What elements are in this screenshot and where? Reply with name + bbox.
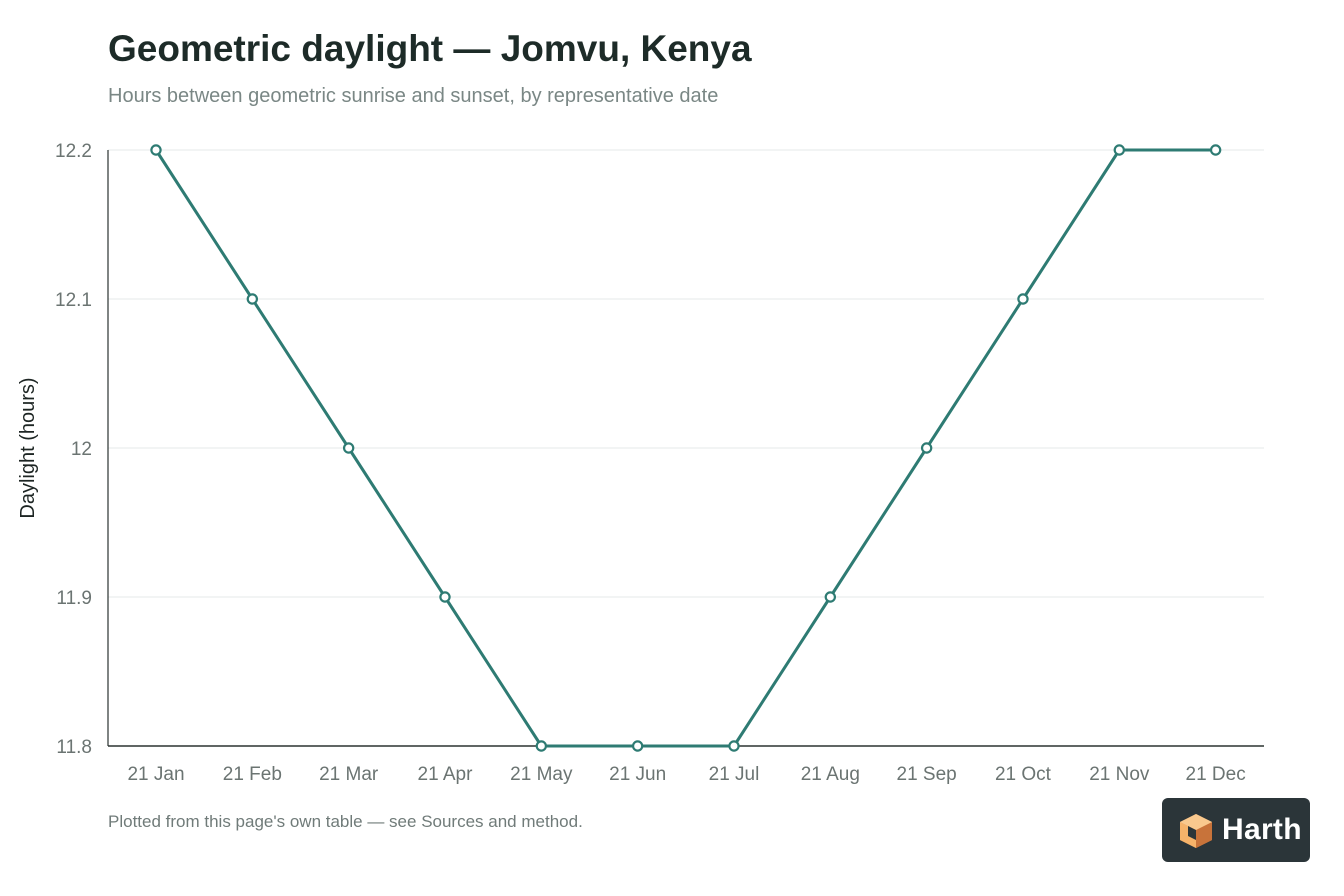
x-tick-labels: 21 Jan 21 Feb 21 Mar 21 Apr 21 May 21 Jun 21 J… bbox=[127, 764, 1245, 785]
data-point bbox=[920, 442, 933, 454]
x-tick-label: 21 Aug bbox=[801, 764, 860, 785]
x-tick-label: 21 Oct bbox=[995, 764, 1052, 785]
chart-title: Geometric daylight — Jomvu, Kenya bbox=[108, 28, 752, 69]
y-tick-label: 12 bbox=[71, 439, 92, 460]
data-point bbox=[535, 740, 548, 752]
gridlines bbox=[108, 149, 1264, 598]
y-tick-label: 12.2 bbox=[55, 141, 92, 162]
x-tick-label: 21 Dec bbox=[1186, 764, 1246, 785]
data-point bbox=[439, 591, 451, 603]
data-point bbox=[1113, 144, 1126, 156]
data-point bbox=[728, 740, 740, 752]
chart-subtitle: Hours between geometric sunrise and suns… bbox=[108, 85, 719, 107]
y-tick-label: 11.8 bbox=[56, 737, 92, 758]
x-tick-label: 21 Sep bbox=[897, 764, 957, 785]
x-tick-label: 21 Apr bbox=[418, 764, 474, 785]
data-point bbox=[1017, 293, 1029, 305]
x-tick-label: 21 Jan bbox=[127, 764, 184, 785]
y-tick-labels: 11.8 11.9 12 12.1 12.2 bbox=[55, 141, 92, 758]
harth-cube-logo-icon bbox=[1180, 814, 1212, 848]
y-axis-title: Daylight (hours) bbox=[17, 377, 39, 518]
series-group bbox=[150, 144, 1222, 752]
x-tick-label: 21 Mar bbox=[319, 764, 379, 785]
x-tick-label: 21 Feb bbox=[223, 764, 282, 785]
x-tick-label: 21 Jun bbox=[609, 764, 666, 785]
data-point bbox=[1209, 144, 1222, 156]
brand-badge[interactable]: Harth bbox=[1162, 798, 1310, 862]
data-point bbox=[246, 293, 259, 305]
data-point bbox=[631, 740, 644, 752]
x-tick-label: 21 Nov bbox=[1089, 764, 1150, 785]
y-tick-label: 11.9 bbox=[56, 588, 92, 609]
source-footnote: Plotted from this page's own table — see… bbox=[108, 812, 583, 831]
y-tick-label: 12.1 bbox=[55, 290, 92, 311]
data-point bbox=[342, 442, 355, 454]
x-tick-label: 21 Jul bbox=[709, 764, 760, 785]
brand-name: Harth bbox=[1222, 813, 1302, 846]
x-tick-label: 21 May bbox=[510, 764, 573, 785]
series-line bbox=[154, 148, 1218, 748]
data-point bbox=[824, 591, 837, 603]
data-point bbox=[150, 144, 162, 156]
